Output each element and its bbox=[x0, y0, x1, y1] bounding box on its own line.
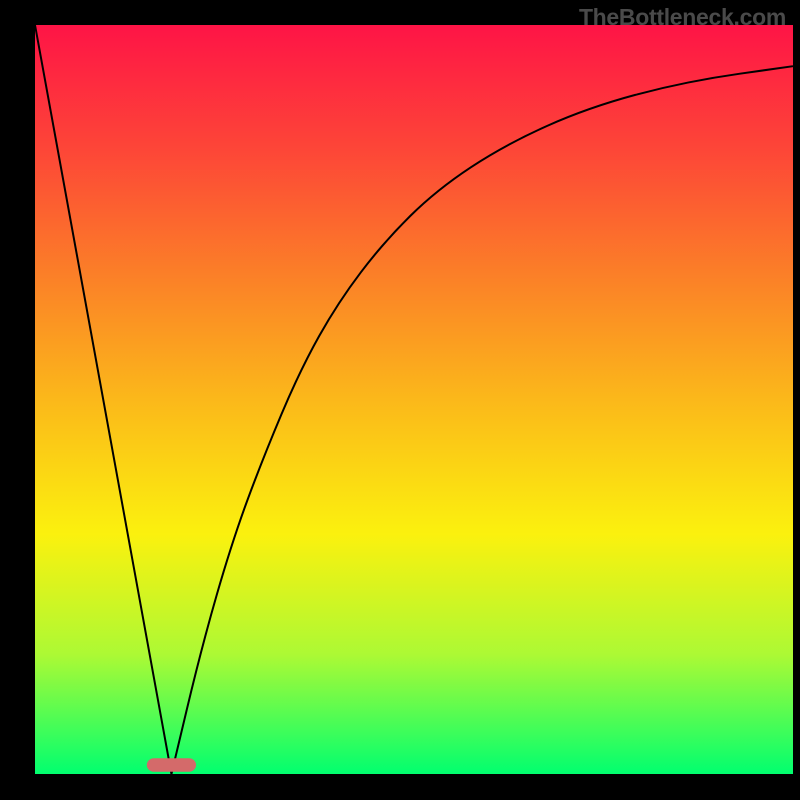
figure-root: TheBottleneck.com bbox=[0, 0, 800, 800]
bottleneck-curve-chart bbox=[0, 0, 800, 800]
bottleneck-curve-path bbox=[35, 25, 793, 774]
highlight-marker bbox=[147, 758, 196, 771]
watermark-text: TheBottleneck.com bbox=[579, 4, 786, 31]
